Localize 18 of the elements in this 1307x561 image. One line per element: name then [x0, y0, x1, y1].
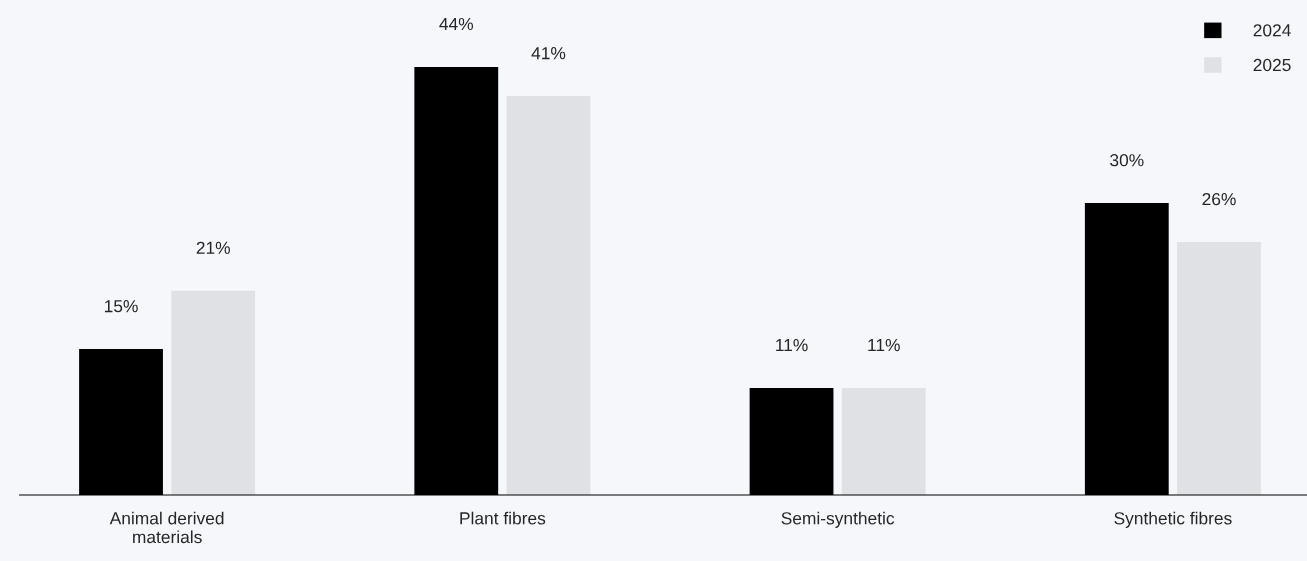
x-tick-label: Synthetic fibres — [1114, 511, 1232, 528]
bar — [171, 290, 256, 496]
data-label: 44% — [439, 17, 474, 31]
data-label: 41% — [531, 47, 566, 60]
data-label: 11% — [868, 339, 900, 352]
bar — [1177, 242, 1261, 496]
bar — [506, 96, 591, 496]
data-label: 11% — [776, 339, 808, 352]
data-label: 30% — [1110, 154, 1144, 167]
x-tick-label: Semi-synthetic — [781, 511, 895, 528]
data-label: 15% — [104, 300, 138, 313]
legend-label: 2024 — [1253, 24, 1291, 37]
x-tick-label: Animal derived materials — [109, 511, 224, 544]
x-tick-label: Plant fibres — [460, 511, 546, 525]
legend-label: 2025 — [1253, 58, 1291, 72]
bar — [841, 387, 926, 496]
data-label: 26% — [1202, 192, 1236, 206]
data-label: 21% — [196, 241, 230, 254]
